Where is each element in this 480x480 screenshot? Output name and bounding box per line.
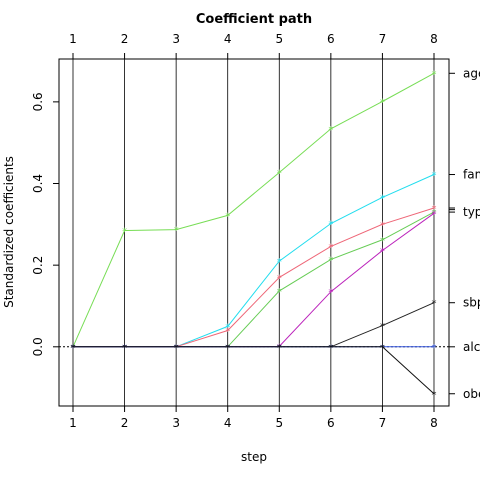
chart-title: Coefficient path (196, 12, 312, 27)
series-point-tobacco: * (225, 343, 230, 354)
plot-frame (58, 58, 450, 407)
series-point-obesity: * (380, 343, 385, 354)
series-point-ldl: * (122, 343, 127, 354)
series-point-alcohol: * (174, 343, 179, 354)
series-point-obesity: * (277, 343, 282, 354)
x-tick-label: 5 (275, 416, 283, 430)
series-point-age: * (122, 226, 127, 237)
series-point-sbp: * (380, 322, 385, 333)
series-point-tobacco: * (174, 343, 179, 354)
series-line-obesity (73, 346, 435, 395)
series-point-sbp: * (277, 343, 282, 354)
series-point-typea: * (225, 343, 230, 354)
series-point-ldl: * (328, 242, 333, 253)
series-point-sbp: * (122, 343, 127, 354)
y-tick-label: 0.6 (31, 92, 45, 111)
series-point-age: * (380, 97, 385, 108)
x-tick-label: 4 (224, 416, 232, 430)
top-tick-label: 4 (224, 32, 232, 46)
series-point-sbp: * (71, 343, 76, 354)
series-point-obesity: * (174, 343, 179, 354)
x-tick-label: 2 (121, 416, 129, 430)
top-tick-label: 1 (69, 32, 77, 46)
series-point-famhist: * (431, 171, 436, 182)
series-point-typea: * (328, 255, 333, 266)
top-tick-label: 6 (327, 32, 335, 46)
x-tick-label: 7 (379, 416, 387, 430)
series-point-alcohol: * (380, 343, 385, 354)
y-axis-label: Standardized coefficients (2, 156, 16, 308)
top-tick-label: 2 (121, 32, 129, 46)
series-point-ldl: * (71, 343, 76, 354)
series-point-famhist: * (174, 343, 179, 354)
series-point-age: * (71, 343, 76, 354)
right-label-age: age (463, 66, 480, 80)
series-point-age: * (174, 226, 179, 237)
series-point-alcohol: * (225, 343, 230, 354)
series-point-famhist: * (122, 343, 127, 354)
series-point-ldl: * (380, 220, 385, 231)
series-point-tobacco: * (71, 343, 76, 354)
top-tick-label: 3 (172, 32, 180, 46)
right-label-typ: typ (463, 205, 480, 219)
y-tick-label: 0.2 (31, 256, 45, 275)
top-tick-label: 7 (379, 32, 387, 46)
right-label-obe: obe (463, 387, 480, 401)
x-tick-label: 6 (327, 416, 335, 430)
series-point-alcohol: * (71, 343, 76, 354)
series-point-famhist: * (225, 322, 230, 333)
series-point-ldl: * (431, 204, 436, 215)
series-point-tobacco: * (380, 246, 385, 257)
series-point-famhist: * (380, 193, 385, 204)
series-point-ldl: * (174, 343, 179, 354)
series-point-obesity: * (328, 343, 333, 354)
series-point-typea: * (174, 343, 179, 354)
series-point-ldl: * (225, 326, 230, 337)
series-point-obesity: * (225, 343, 230, 354)
series-point-famhist: * (277, 257, 282, 268)
series-point-tobacco: * (122, 343, 127, 354)
y-tick-label: 0.4 (31, 174, 45, 193)
right-label-sbp: sbp (463, 296, 480, 310)
series-line-age (72, 72, 435, 348)
series-point-typea: * (277, 287, 282, 298)
top-tick-label: 5 (275, 32, 283, 46)
series-point-alcohol: * (431, 343, 436, 354)
series-point-age: * (225, 211, 230, 222)
series-point-sbp: * (328, 343, 333, 354)
series-point-obesity: * (71, 343, 76, 354)
x-tick-label: 1 (69, 416, 77, 430)
y-tick-label: 0.0 (31, 337, 45, 356)
x-axis-label: step (241, 450, 267, 464)
series-point-sbp: * (174, 343, 179, 354)
series-point-famhist: * (328, 220, 333, 231)
series-point-alcohol: * (328, 343, 333, 354)
series-point-tobacco: * (277, 342, 282, 353)
series-point-age: * (328, 125, 333, 136)
series-point-typea: * (122, 343, 127, 354)
top-tick-label: 8 (430, 32, 438, 46)
series-point-typea: * (71, 343, 76, 354)
series-point-alcohol: * (277, 343, 282, 354)
right-label-fam: fam (463, 168, 480, 182)
series-point-tobacco: * (328, 288, 333, 299)
series-point-age: * (431, 69, 436, 80)
series-point-famhist: * (71, 343, 76, 354)
series-point-obesity: * (431, 390, 436, 401)
series-point-sbp: * (225, 343, 230, 354)
series-point-alcohol: * (122, 343, 127, 354)
series-point-ldl: * (277, 273, 282, 284)
series-point-tobacco: * (431, 209, 436, 220)
x-tick-label: 8 (430, 416, 438, 430)
right-label-alc: alc (463, 340, 480, 354)
series-point-obesity: * (122, 343, 127, 354)
series-point-sbp: * (431, 299, 436, 310)
series-point-age: * (277, 168, 282, 179)
x-tick-label: 3 (172, 416, 180, 430)
series-point-typea: * (380, 236, 385, 247)
